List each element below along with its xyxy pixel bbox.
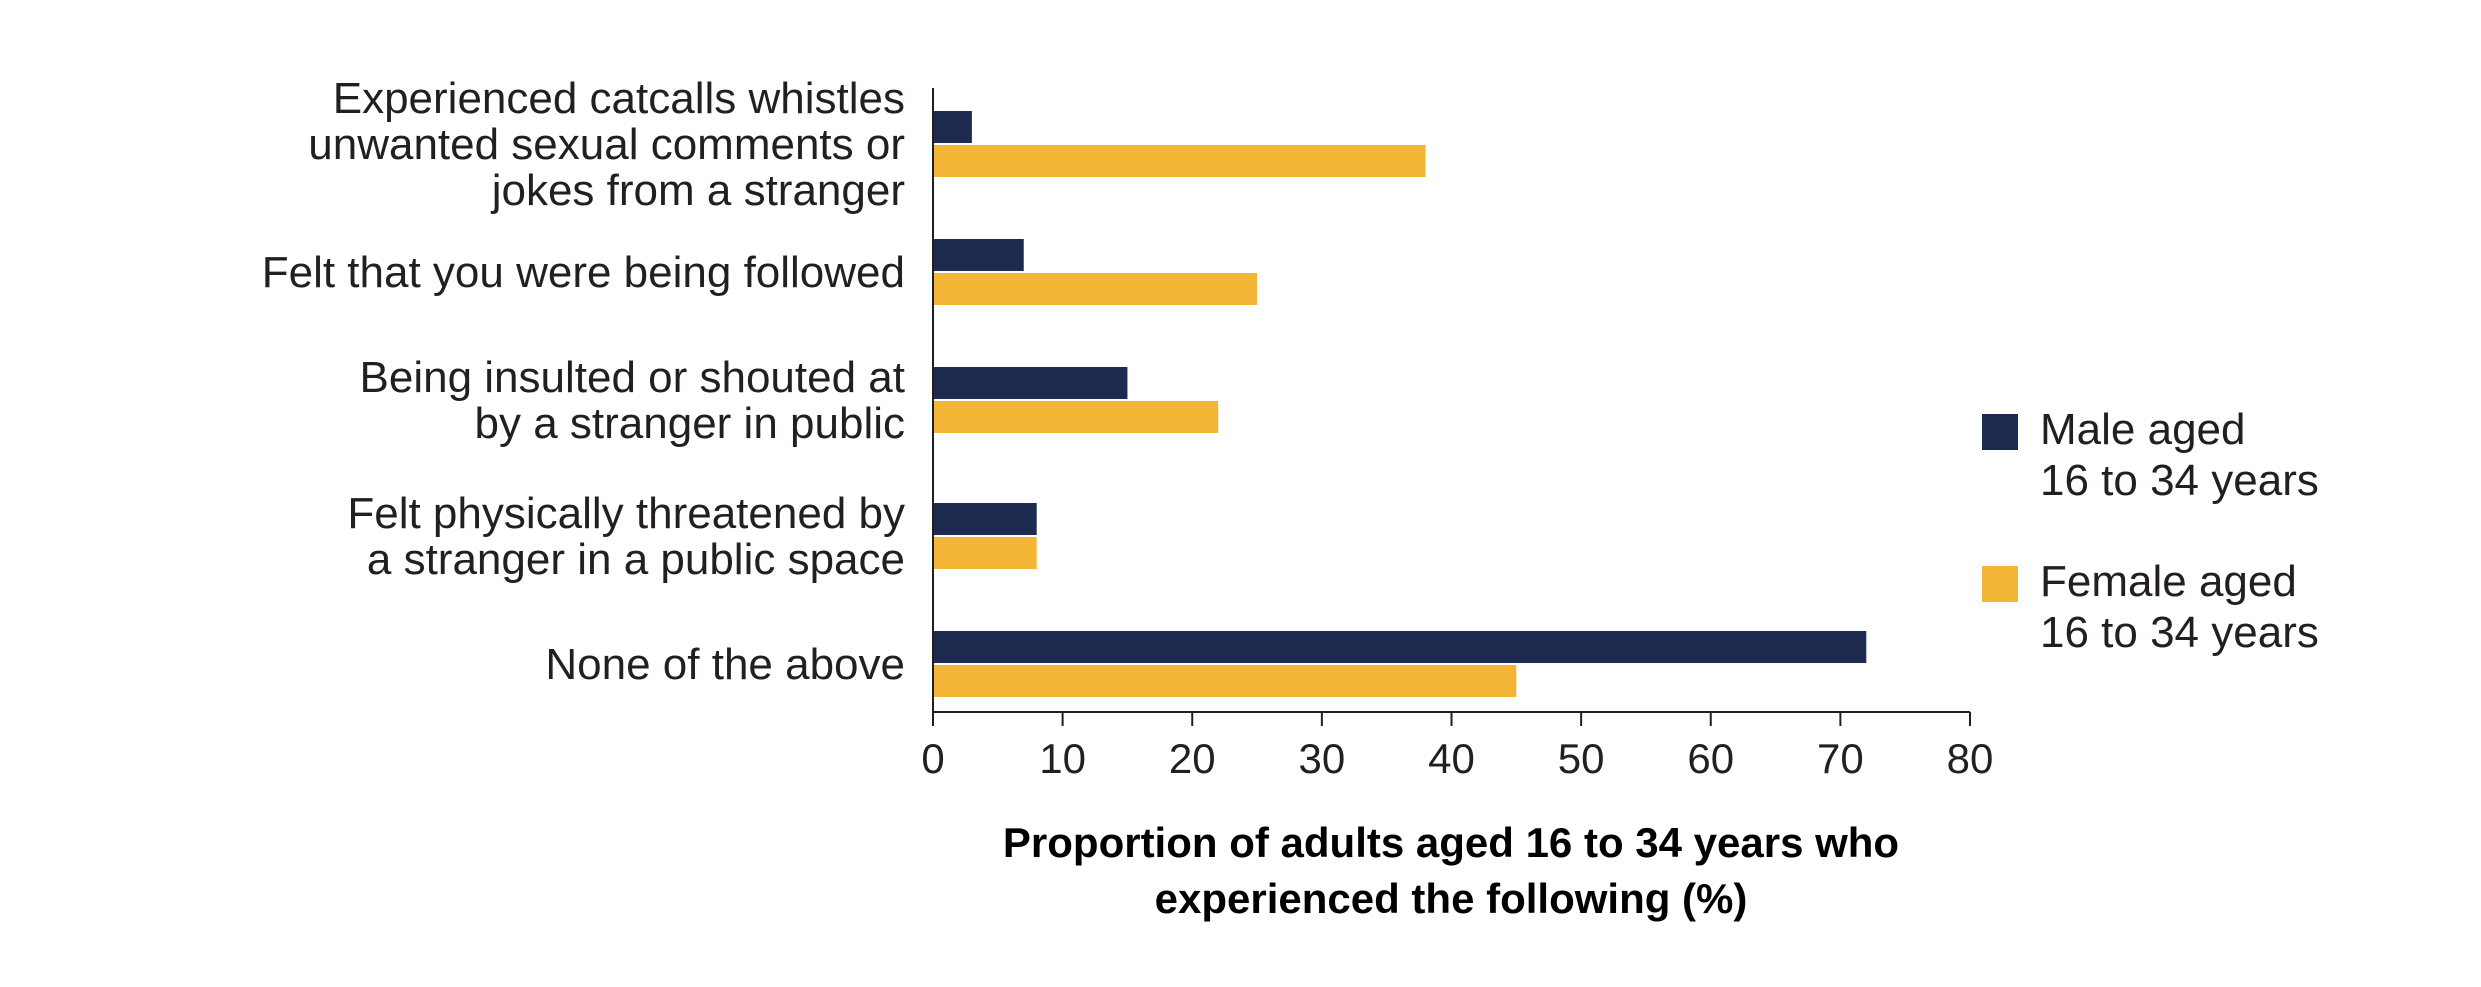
bar-female-3 <box>933 537 1037 569</box>
axes <box>932 88 1970 713</box>
bar-female-1 <box>933 273 1258 305</box>
category-label-0: Experienced catcalls whistles unwanted se… <box>308 74 905 215</box>
category-label-3: Felt physically threatened by a stranger … <box>347 489 905 584</box>
bar-male-4 <box>933 631 1867 663</box>
x-tick-label: 20 <box>1169 735 1216 782</box>
bar-female-0 <box>933 145 1426 177</box>
category-label-2: Being insulted or shouted at by a strange… <box>360 353 906 448</box>
category-labels: Experienced catcalls whistles unwanted se… <box>262 74 905 689</box>
legend-swatch-male <box>1982 414 2018 450</box>
bar-male-0 <box>933 111 972 143</box>
x-tick-label: 70 <box>1817 735 1864 782</box>
legend-label-male: Male aged 16 to 34 years <box>2040 405 2319 505</box>
bar-male-3 <box>933 503 1037 535</box>
bar-female-4 <box>933 665 1517 697</box>
legend-swatch-female <box>1982 566 2018 602</box>
legend: Male aged 16 to 34 years Female aged 16 to … <box>1982 405 2319 657</box>
x-axis-title: Proportion of adults aged 16 to 34 years… <box>1003 819 1899 922</box>
x-tick-label: 60 <box>1687 735 1734 782</box>
bars-group <box>933 111 1867 697</box>
x-tick-label: 10 <box>1039 735 1086 782</box>
category-label-1: Felt that you were being followed <box>262 248 905 297</box>
x-tick-label: 80 <box>1947 735 1994 782</box>
x-axis-title-text: Proportion of adults aged 16 to 34 years… <box>1003 819 1899 922</box>
category-label-4: None of the above <box>545 640 905 689</box>
x-ticks: 0 10 20 30 40 50 60 70 80 <box>921 712 1993 782</box>
x-tick-label: 0 <box>921 735 944 782</box>
x-tick-label: 30 <box>1299 735 1346 782</box>
x-tick-label: 40 <box>1428 735 1475 782</box>
legend-label-female: Female aged 16 to 34 years <box>2040 557 2319 657</box>
x-tick-label: 50 <box>1558 735 1605 782</box>
bar-male-1 <box>933 239 1024 271</box>
bar-female-2 <box>933 401 1219 433</box>
bar-male-2 <box>933 367 1128 399</box>
